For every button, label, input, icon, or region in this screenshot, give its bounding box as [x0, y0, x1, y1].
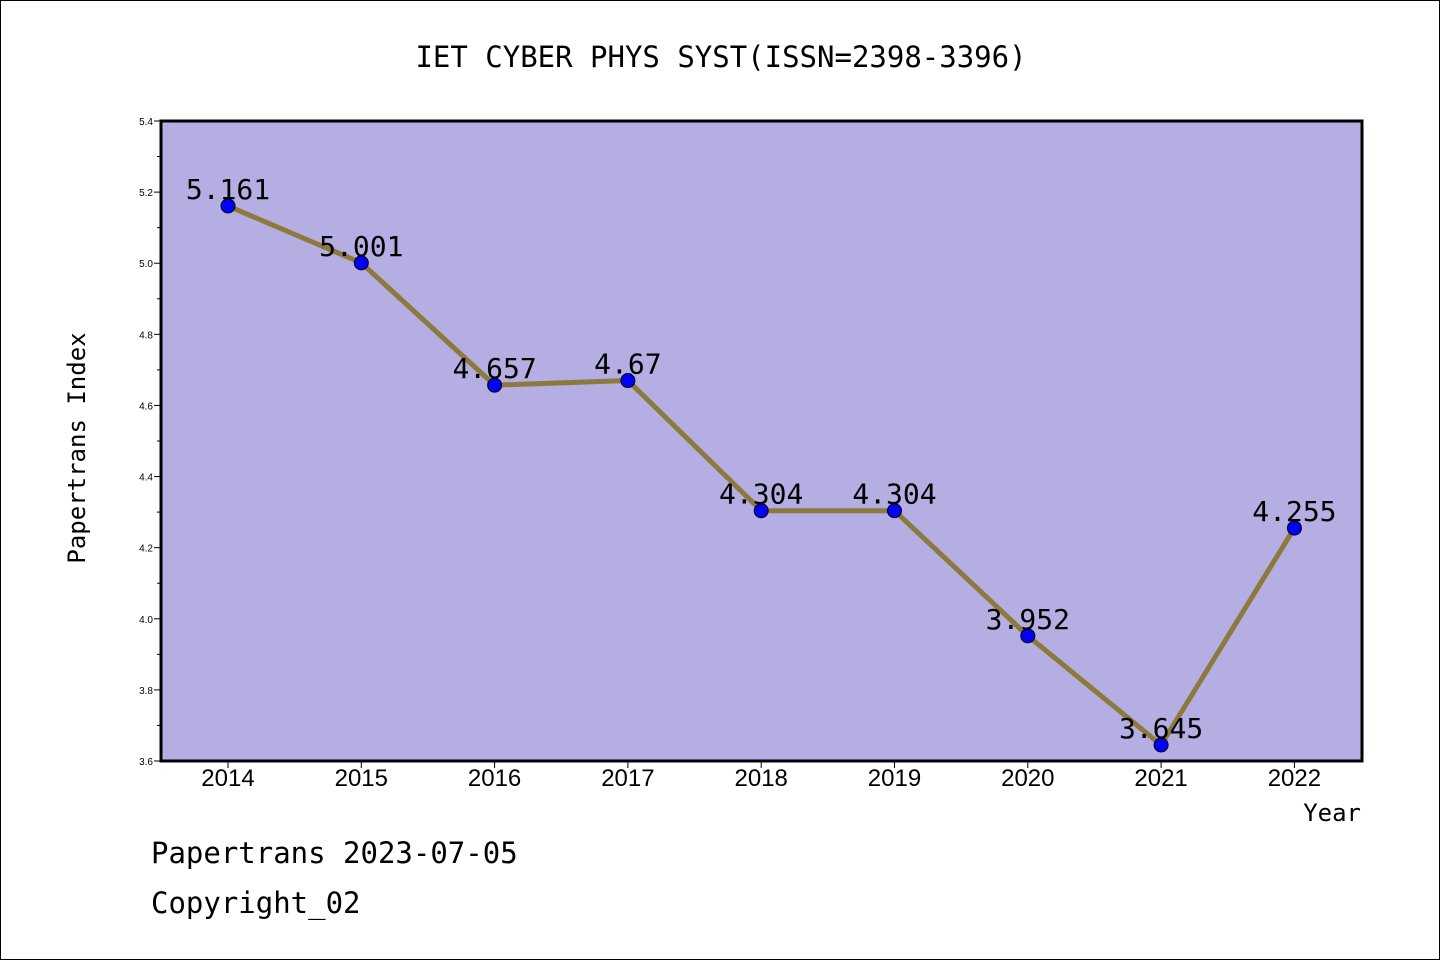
data-label: 4.304: [719, 478, 803, 511]
data-point: [753, 503, 769, 519]
y-tick-label: 4.8: [139, 330, 153, 341]
y-tick-label: 4.2: [139, 544, 153, 555]
data-label: 5.161: [186, 173, 270, 206]
y-tick-label: 5.4: [139, 117, 153, 128]
x-tick-label: 2022: [1268, 765, 1321, 792]
y-tick-label: 4.0: [139, 615, 153, 626]
data-label: 5.001: [319, 230, 403, 263]
data-label: 4.67: [594, 348, 661, 381]
data-label: 4.304: [852, 478, 936, 511]
y-tick-label: 3.8: [139, 686, 153, 697]
x-tick-label: 2019: [868, 765, 921, 792]
data-point: [1020, 628, 1036, 644]
data-label: 4.657: [452, 352, 536, 385]
y-axis: 3.6 3.8 4.0 4.2 4.4 4.6 4.8 5.0 5.2 5.4: [139, 117, 161, 768]
chart-title: IET CYBER PHYS SYST(ISSN=2398-3396): [415, 40, 1026, 74]
data-point: [887, 503, 902, 519]
x-tick-label: 2018: [735, 765, 788, 792]
y-tick-label: 4.6: [139, 401, 153, 412]
data-point: [620, 373, 636, 389]
data-label: 3.952: [986, 603, 1070, 636]
data-point: [487, 377, 503, 393]
x-tick-label: 2014: [201, 765, 254, 792]
y-tick-label: 5.2: [139, 188, 153, 199]
y-axis-label: Papertrans Index: [63, 332, 91, 563]
footer-date: Papertrans 2023-07-05: [151, 836, 518, 870]
y-tick-label: 4.4: [139, 473, 153, 484]
plot-area: [159, 119, 1364, 763]
data-label: 3.645: [1119, 712, 1203, 745]
data-point: [1153, 737, 1169, 753]
x-axis: 2014 2015 2016 2017 2018 2019 2020 2021 2022: [201, 761, 1321, 792]
x-axis-label: Year: [1303, 799, 1361, 827]
x-tick-label: 2016: [468, 765, 521, 792]
data-point: [220, 198, 236, 214]
data-point: [1286, 520, 1302, 536]
data-point: [353, 255, 369, 271]
data-points: [220, 198, 1302, 753]
data-labels: 5.161 5.001 4.657 4.67 4.304 4.304 3.952 3.645 4…: [186, 173, 1337, 745]
x-tick-label: 2017: [601, 765, 654, 792]
x-tick-label: 2021: [1134, 765, 1187, 792]
y-tick-label: 5.0: [139, 259, 153, 270]
data-label: 4.255: [1252, 495, 1336, 528]
x-tick-label: 2020: [1001, 765, 1054, 792]
x-tick-label: 2015: [335, 765, 388, 792]
y-tick-label: 3.6: [139, 757, 153, 768]
footer-copyright: Copyright_02: [151, 886, 361, 920]
